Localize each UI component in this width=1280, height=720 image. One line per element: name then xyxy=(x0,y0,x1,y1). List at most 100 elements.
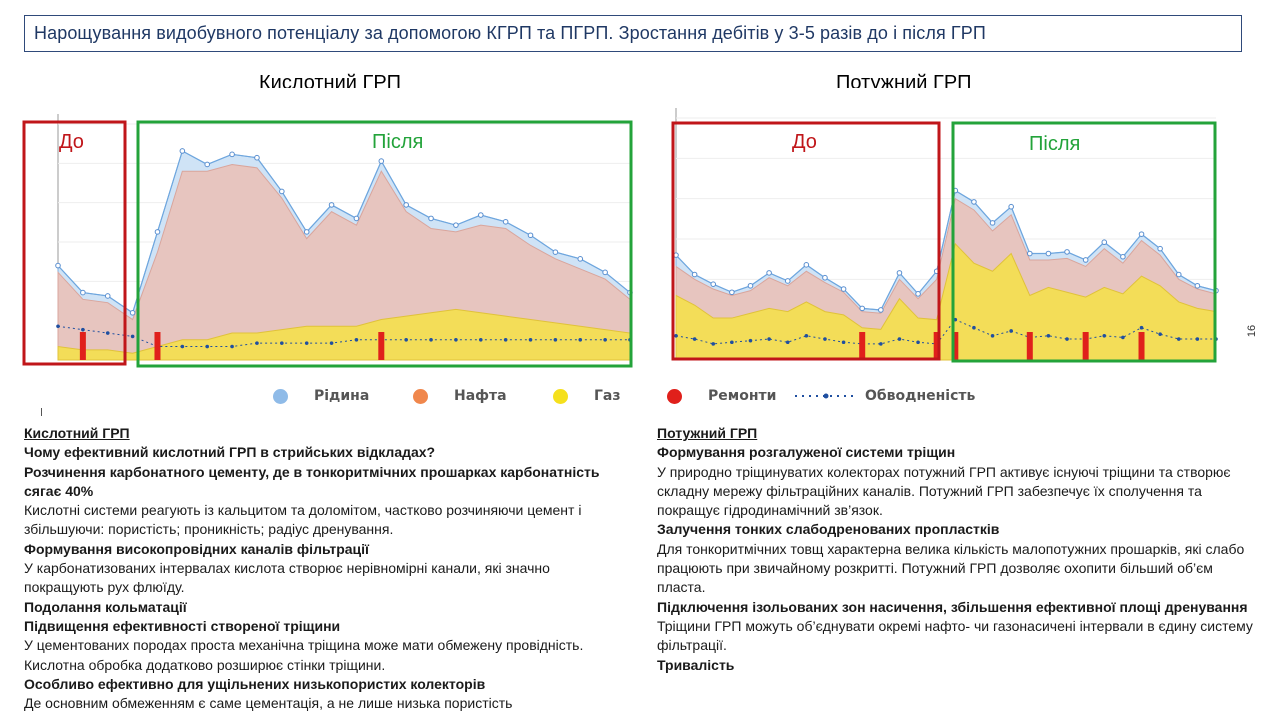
watercut-point xyxy=(674,334,678,338)
watercut-point xyxy=(280,341,284,345)
watercut-point xyxy=(785,340,790,345)
watercut-point xyxy=(180,344,185,349)
page-number: 16 xyxy=(1246,324,1259,338)
liquid-point xyxy=(254,154,260,161)
liquid-point xyxy=(1138,231,1145,237)
repair-bar xyxy=(933,332,940,360)
legend-label: Нафта xyxy=(454,388,507,404)
liquid-point xyxy=(989,220,996,226)
paragraph: У природно тріщинуватих колекторах потуж… xyxy=(657,463,1231,519)
watercut-point xyxy=(730,340,734,345)
liquid-point xyxy=(766,270,772,276)
liquid-point xyxy=(1082,257,1089,263)
liquid-point xyxy=(1026,250,1033,257)
subheading: Підвищення ефективності створеної тріщин… xyxy=(24,617,341,634)
circle-red-icon xyxy=(667,388,682,404)
liquid-point xyxy=(577,256,584,262)
liquid-point xyxy=(378,158,385,164)
series-gas-area xyxy=(57,308,631,361)
liquid-point xyxy=(527,232,534,239)
liquid-point xyxy=(104,293,111,299)
liquid-point xyxy=(1064,249,1070,255)
acid-frac-description: Кислотний ГРП Чому ефективний кислотний Г… xyxy=(24,424,624,713)
legend-item-oil: Нафта xyxy=(413,383,507,409)
liquid-point xyxy=(1175,271,1182,278)
liquid-point xyxy=(602,269,608,276)
watercut-point xyxy=(711,342,716,346)
liquid-point xyxy=(403,202,409,208)
legend-label: Газ xyxy=(594,388,621,404)
watercut-point xyxy=(692,337,697,341)
liquid-point xyxy=(1194,282,1201,289)
watercut-point xyxy=(1176,337,1181,341)
section-title: Кислотний ГРП xyxy=(24,425,130,441)
legend-label: Ремонти xyxy=(708,388,777,404)
liquid-point xyxy=(878,307,884,313)
after-frame xyxy=(951,121,1217,363)
liquid-point xyxy=(55,262,61,269)
after-label: Після xyxy=(372,131,423,153)
liquid-point xyxy=(328,202,335,208)
watercut-point xyxy=(205,344,210,349)
liquid-point xyxy=(1120,253,1126,260)
circle-blue-icon xyxy=(273,388,288,404)
watercut-point xyxy=(429,337,433,342)
liquid-point xyxy=(784,278,791,284)
powerful-frac-chart: До Після xyxy=(646,88,1252,370)
liquid-point xyxy=(971,199,977,205)
watercut-point xyxy=(841,340,846,345)
slide-title: Нарощування видобувного потенціалу за до… xyxy=(24,15,1242,52)
legend-label: Рідина xyxy=(314,388,370,404)
paragraph: Для тонкоритмічних товщ характерна велик… xyxy=(657,540,1245,596)
liquid-point xyxy=(179,148,186,154)
watercut-point xyxy=(1009,329,1013,333)
subheading: Залучення тонких слабодренованих проплас… xyxy=(657,521,1000,538)
subheading: Розчинення карбонатного цементу, де в то… xyxy=(24,463,600,499)
liquid-point xyxy=(477,212,484,218)
liquid-point xyxy=(896,270,903,276)
paragraph: У карбонатизованих інтервалах кислота ст… xyxy=(24,560,550,596)
legend-label: Обводненість xyxy=(865,388,976,404)
legend-item-liquid: Рідина xyxy=(273,383,369,409)
subheading: Чому ефективний кислотний ГРП в стрийськ… xyxy=(24,444,436,461)
watercut-point xyxy=(81,327,85,332)
watercut-point xyxy=(1102,334,1107,338)
watercut-point xyxy=(916,340,920,345)
repair-bar xyxy=(952,332,959,360)
watercut-point xyxy=(1046,334,1051,338)
paragraph: Кислотні системи реагують із кальцитом т… xyxy=(24,502,582,538)
liquid-point xyxy=(729,289,735,296)
watercut-point xyxy=(879,342,883,346)
series-gas-area xyxy=(675,242,1217,361)
liquid-point xyxy=(129,310,136,316)
before-label: До xyxy=(59,131,84,153)
liquid-point xyxy=(353,215,360,222)
subheading: Подолання кольматації xyxy=(24,598,187,615)
chart-legend: Рідина Нафта Газ Ремонти Обводненість xyxy=(255,383,1015,409)
liquid-point xyxy=(822,274,828,281)
watercut-point xyxy=(1065,337,1069,341)
paragraph: Де основним обмеженням є саме цементація… xyxy=(24,695,513,712)
watercut-point xyxy=(553,337,558,342)
watercut-point xyxy=(804,334,809,338)
watercut-point xyxy=(767,337,771,341)
watercut-point xyxy=(748,338,753,343)
repair-bar xyxy=(1138,332,1145,360)
acid-frac-chart: До Після xyxy=(22,88,634,370)
liquid-point xyxy=(859,305,866,312)
watercut-point xyxy=(130,334,135,339)
liquid-point xyxy=(453,222,459,228)
series-liquid-line xyxy=(675,189,1217,311)
watercut-point xyxy=(1121,335,1125,340)
repair-bar xyxy=(154,332,161,360)
section-title: Потужний ГРП xyxy=(657,425,758,441)
subheading: Тривалість xyxy=(657,656,735,673)
legend-item-repairs: Ремонти xyxy=(667,383,776,409)
watercut-point xyxy=(972,325,976,330)
before-frame xyxy=(671,121,941,361)
liquid-point xyxy=(710,281,717,287)
liquid-point xyxy=(747,282,754,289)
liquid-point xyxy=(204,161,211,168)
watercut-point xyxy=(578,337,583,342)
liquid-point xyxy=(552,249,559,255)
